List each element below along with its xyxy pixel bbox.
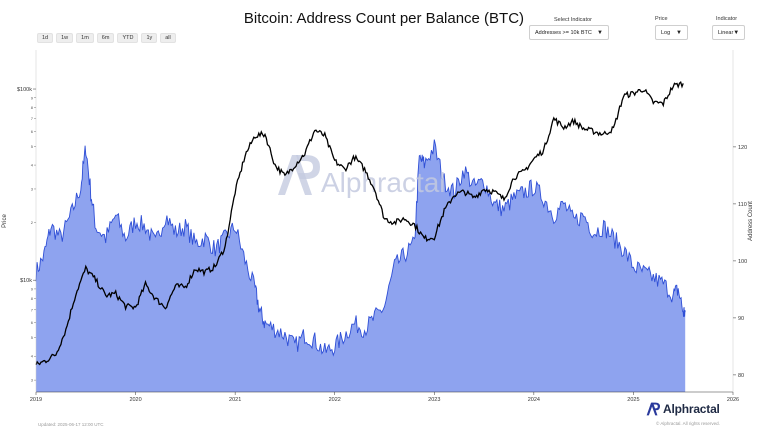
dropdown-arrow-icon: ▼ [733,29,740,36]
x-tick-label: 2026 [727,397,739,403]
range-button-ytd[interactable]: YTD [117,33,139,43]
right-axis-ticks: 80 90 100 110 120 [733,145,747,379]
left-minor-tick-label: 3 [31,186,34,191]
indicator-select[interactable]: Addresses >= 10k BTC ▼ [529,25,609,40]
right-axis-title: Address Count [748,201,754,241]
left-minor-tick-label: 5 [31,335,34,340]
left-major-tick-label: $100k [17,87,32,93]
price-scale-value: Log [661,29,671,36]
footer-left-note: Updated: 2025-06-17 12:00 UTC [38,422,104,427]
left-minor-tick-label: 4 [31,354,34,359]
indicator-select-label: Select Indicator [554,17,592,23]
alphractal-watermark-icon [278,155,320,195]
dropdown-arrow-icon: ▼ [597,29,603,36]
left-minor-tick-label: 5 [31,144,34,149]
price-scale-select[interactable]: Log ▼ [655,25,688,40]
indicator-scale-value: Linear [718,29,734,36]
left-minor-tick-label: 2 [31,220,34,225]
range-button-all[interactable]: all [160,33,176,43]
right-tick-label: 120 [738,145,747,151]
right-tick-label: 100 [738,259,747,265]
chart-title: Bitcoin: Address Count per Balance (BTC) [243,10,525,27]
x-tick-label: 2025 [627,397,639,403]
left-major-tick-label: $10k [20,278,32,284]
address-count-area [36,139,686,392]
x-tick-label: 2024 [528,397,540,403]
btc-price-line [35,81,684,366]
price-scale-label: Price [655,16,668,22]
x-axis-ticks: 2019 2020 2021 2022 2023 2024 2025 2026 [30,392,739,403]
left-minor-tick-label: 6 [31,129,34,134]
left-minor-tick-label: 6 [31,320,34,325]
range-button-1w[interactable]: 1w [56,33,74,43]
footer-right-note: © Alphractal. All rights reserved. [656,421,720,426]
x-tick-label: 2020 [129,397,141,403]
indicator-scale-select[interactable]: Linear ▼ [712,25,745,40]
right-tick-label: 80 [738,373,744,379]
watermark-text: Alphractal [321,167,446,198]
watermark: Alphractal [278,155,446,198]
x-tick-label: 2023 [428,397,440,403]
right-tick-label: 110 [738,202,747,208]
address-count-line [35,139,686,357]
right-tick-label: 90 [738,316,744,322]
range-button-6m[interactable]: 6m [96,33,115,43]
range-button-1y[interactable]: 1y [141,33,158,43]
brand-logo[interactable]: Alphractal [646,402,720,416]
x-tick-label: 2022 [329,397,341,403]
x-tick-label: 2019 [30,397,42,403]
range-button-1m[interactable]: 1m [76,33,94,43]
left-minor-tick-label: 4 [31,163,34,168]
dropdown-arrow-icon: ▼ [676,29,682,36]
left-minor-tick-label: 8 [31,105,34,110]
time-range-bar: 1d 1w 1m 6m YTD 1y all [37,33,176,43]
indicator-select-value: Addresses >= 10k BTC [535,29,592,36]
left-minor-tick-label: 3 [31,378,34,383]
brand-name: Alphractal [663,402,720,416]
alphractal-logo-icon [646,402,660,416]
range-button-1d[interactable]: 1d [37,33,54,43]
left-minor-tick-label: 7 [31,116,34,121]
left-axis-ticks: $10k $100k 3 4 5 6 7 8 9 2 3 4 5 6 7 8 9 [17,87,36,383]
indicator-scale-label: Indicator [716,16,738,22]
x-tick-label: 2021 [229,397,241,403]
left-minor-tick-label: 9 [31,95,34,100]
left-minor-tick-label: 9 [31,286,34,291]
left-axis-title: Price [2,214,8,228]
left-minor-tick-label: 8 [31,296,34,301]
left-minor-tick-label: 7 [31,307,34,312]
